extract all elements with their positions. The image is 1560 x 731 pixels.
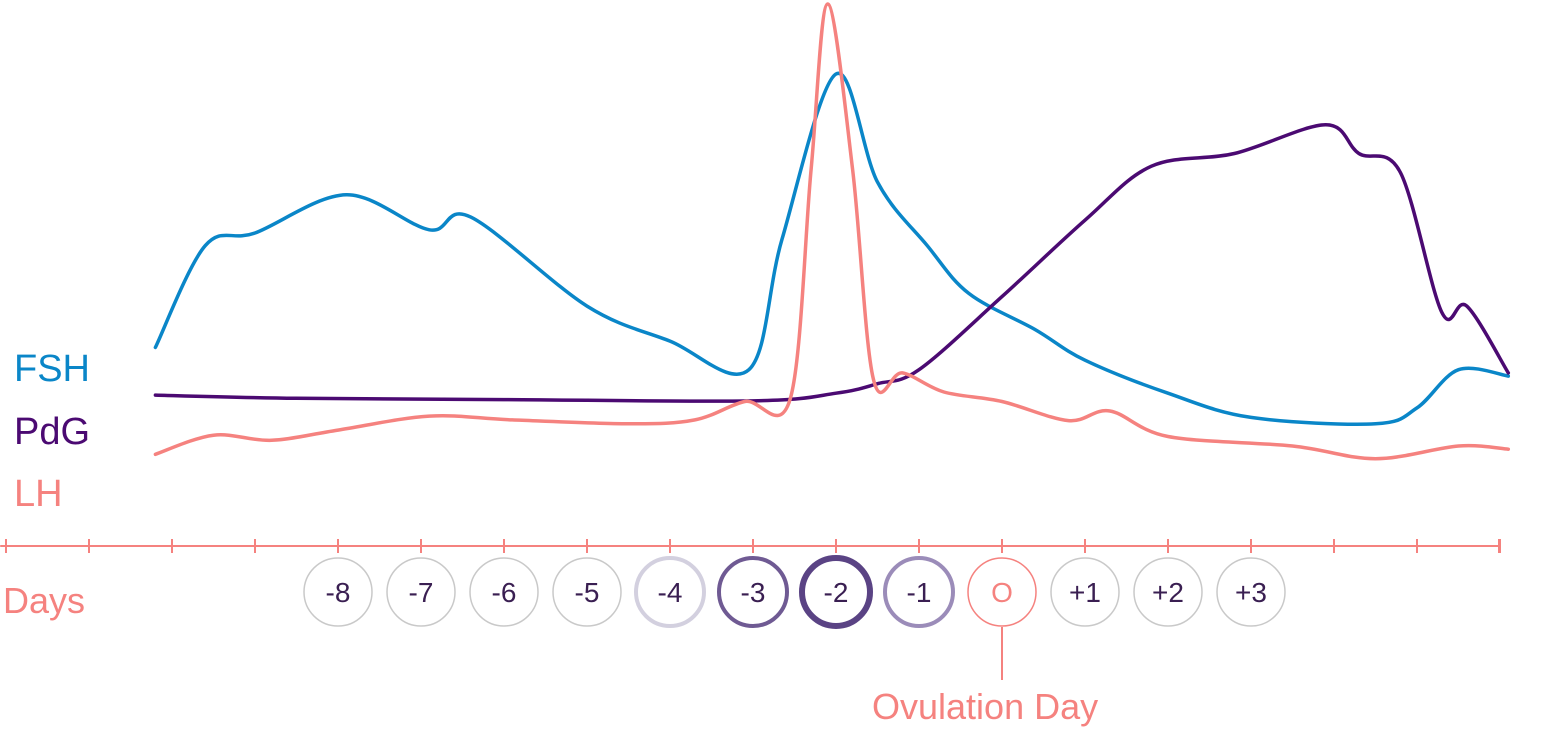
day-marker-ring [967, 557, 1037, 627]
ovulation-day-annotation: Ovulation Day [872, 686, 1099, 727]
day-marker-ring [717, 556, 789, 628]
day-marker-ring [1216, 557, 1286, 627]
day-marker: -2 [799, 555, 873, 629]
day-marker-ring [1050, 557, 1120, 627]
day-marker-label: -3 [741, 577, 766, 608]
day-marker: O [967, 557, 1037, 627]
legend-pdg: PdG [14, 411, 91, 453]
legend-fsh: FSH [14, 348, 90, 390]
day-marker-label: -2 [824, 577, 849, 608]
day-marker: +3 [1216, 557, 1286, 627]
day-markers: -8 -7 -6 -5 -4 -3 -2 -1 O +1 +2 +3 [303, 555, 1286, 629]
day-marker-label: -4 [658, 577, 683, 608]
day-marker: -3 [717, 556, 789, 628]
day-marker-label: +3 [1235, 577, 1267, 608]
day-marker-label: -6 [492, 577, 517, 608]
day-marker-label: +1 [1069, 577, 1101, 608]
day-marker-ring [634, 556, 706, 628]
day-marker-ring [883, 556, 955, 628]
day-marker-ring [1133, 557, 1203, 627]
series-line-pdg [153, 123, 1511, 403]
hormone-curves [153, 2, 1511, 461]
day-marker-label: -1 [907, 577, 932, 608]
day-marker: -6 [469, 557, 539, 627]
day-marker-ring [799, 555, 873, 629]
day-marker: +1 [1050, 557, 1120, 627]
day-marker-ring [386, 557, 456, 627]
days-axis [0, 539, 1501, 680]
day-marker: -1 [883, 556, 955, 628]
day-marker: -7 [386, 557, 456, 627]
day-marker-ring [552, 557, 622, 627]
day-marker-label: +2 [1152, 577, 1184, 608]
day-marker-ring [469, 557, 539, 627]
x-axis-label: Days [3, 580, 86, 621]
day-marker-label: -7 [409, 577, 434, 608]
day-marker: -5 [552, 557, 622, 627]
day-marker-label: -8 [326, 577, 351, 608]
legend-lh: LH [14, 473, 63, 515]
day-marker-ring [303, 557, 373, 627]
series-line-fsh [153, 71, 1511, 426]
day-marker: -4 [634, 556, 706, 628]
day-marker-label: O [991, 577, 1013, 608]
day-marker-label: -5 [575, 577, 600, 608]
day-marker: -8 [303, 557, 373, 627]
series-line-lh [153, 2, 1511, 461]
day-marker: +2 [1133, 557, 1203, 627]
